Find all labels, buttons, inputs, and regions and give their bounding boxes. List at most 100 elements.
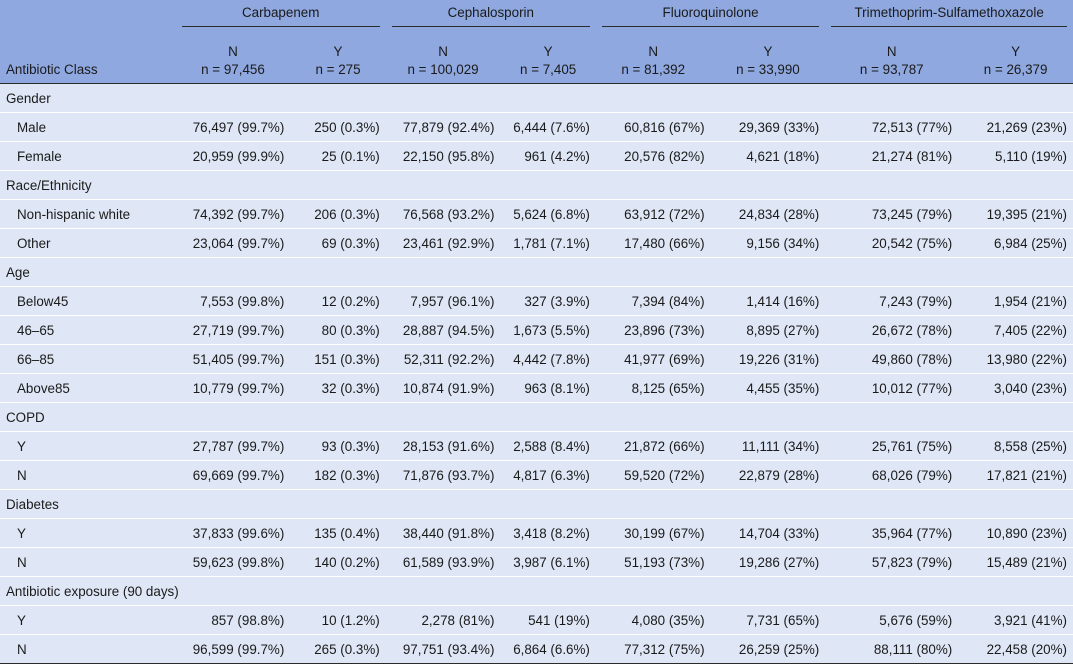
table-cell: 25 (0.1%) xyxy=(290,142,386,171)
table-cell: 7,553 (99.8%) xyxy=(175,287,291,316)
table-cell: 69,669 (99.7%) xyxy=(175,461,291,490)
table-cell: 77,312 (75%) xyxy=(595,635,711,664)
row-label: Female xyxy=(0,142,176,171)
table-cell: 3,987 (6.1%) xyxy=(500,548,596,577)
section-label: COPD xyxy=(0,403,1073,432)
section-label: Race/Ethnicity xyxy=(0,171,1073,200)
table-cell: 206 (0.3%) xyxy=(290,200,386,229)
table-cell: 76,497 (99.7%) xyxy=(175,113,291,142)
table-cell: 41,977 (69%) xyxy=(595,345,711,374)
table-cell: 38,440 (91.8%) xyxy=(385,519,501,548)
table-cell: 23,896 (73%) xyxy=(595,316,711,345)
row-label: Y xyxy=(0,519,176,548)
table-row: Female 20,959 (99.9%) 25 (0.1%) 22,150 (95.… xyxy=(0,142,1073,171)
row-label: N xyxy=(0,461,176,490)
table-cell: 2,588 (8.4%) xyxy=(500,432,596,461)
table-cell: 19,226 (31%) xyxy=(710,345,826,374)
table-cell: 59,520 (72%) xyxy=(595,461,711,490)
row-label: Y xyxy=(0,432,176,461)
table-cell: 4,455 (35%) xyxy=(710,374,826,403)
table-cell: 3,418 (8.2%) xyxy=(500,519,596,548)
table-cell: 76,568 (93.2%) xyxy=(385,200,501,229)
table-cell: 1,781 (7.1%) xyxy=(500,229,596,258)
table-cell: 4,080 (35%) xyxy=(595,606,711,635)
table-cell: 135 (0.4%) xyxy=(290,519,386,548)
header-group-carbapenem: Carbapenem xyxy=(175,0,386,32)
table-cell: 10 (1.2%) xyxy=(290,606,386,635)
table-cell: 19,395 (21%) xyxy=(958,200,1073,229)
table-cell: 17,480 (66%) xyxy=(595,229,711,258)
table-cell: 151 (0.3%) xyxy=(290,345,386,374)
table-cell: 26,259 (25%) xyxy=(710,635,826,664)
table-row: Y 857 (98.8%) 10 (1.2%) 2,278 (81%) 541 (19%… xyxy=(0,606,1073,635)
table-row: Y 27,787 (99.7%) 93 (0.3%) 28,153 (91.6%) 2,… xyxy=(0,432,1073,461)
table-cell: 28,887 (94.5%) xyxy=(385,316,501,345)
header-group-trimethoprim-sulfamethoxazole: Trimethoprim-Sulfamethoxazole xyxy=(825,0,1073,32)
table-cell: 14,704 (33%) xyxy=(710,519,826,548)
table-cell: 8,558 (25%) xyxy=(958,432,1073,461)
table-cell: 22,879 (28%) xyxy=(710,461,826,490)
table-cell: 57,823 (79%) xyxy=(825,548,959,577)
table-cell: 20,576 (82%) xyxy=(595,142,711,171)
table-cell: 6,444 (7.6%) xyxy=(500,113,596,142)
table-cell: 69 (0.3%) xyxy=(290,229,386,258)
table-cell: 27,719 (99.7%) xyxy=(175,316,291,345)
table-cell: 17,821 (21%) xyxy=(958,461,1073,490)
table-row: Above85 10,779 (99.7%) 32 (0.3%) 10,874 (91… xyxy=(0,374,1073,403)
header-group-fluoroquinolone: Fluoroquinolone xyxy=(595,0,826,32)
table-cell: 20,959 (99.9%) xyxy=(175,142,291,171)
section-row: Race/Ethnicity xyxy=(0,171,1073,200)
table-row: N 96,599 (99.7%) 265 (0.3%) 97,751 (93.4%) 6… xyxy=(0,635,1073,664)
row-label: N xyxy=(0,635,176,664)
table-cell: 963 (8.1%) xyxy=(500,374,596,403)
table-cell: 12 (0.2%) xyxy=(290,287,386,316)
row-label: N xyxy=(0,548,176,577)
table-row: Y 37,833 (99.6%) 135 (0.4%) 38,440 (91.8%) 3… xyxy=(0,519,1073,548)
table-cell: 7,731 (65%) xyxy=(710,606,826,635)
table-row: Non-hispanic white 74,392 (99.7%) 206 (0.3… xyxy=(0,200,1073,229)
table-cell: 4,442 (7.8%) xyxy=(500,345,596,374)
table-cell: 250 (0.3%) xyxy=(290,113,386,142)
table-cell: 7,394 (84%) xyxy=(595,287,711,316)
table-cell: 8,125 (65%) xyxy=(595,374,711,403)
table-cell: 49,860 (78%) xyxy=(825,345,959,374)
table-cell: 30,199 (67%) xyxy=(595,519,711,548)
table-cell: 27,787 (99.7%) xyxy=(175,432,291,461)
table-row: 46–65 27,719 (99.7%) 80 (0.3%) 28,887 (94.5… xyxy=(0,316,1073,345)
table-cell: 28,153 (91.6%) xyxy=(385,432,501,461)
table-cell: 7,957 (96.1%) xyxy=(385,287,501,316)
table-cell: 51,405 (99.7%) xyxy=(175,345,291,374)
table-cell: 182 (0.3%) xyxy=(290,461,386,490)
section-row: Antibiotic exposure (90 days) xyxy=(0,577,1073,606)
table-cell: 5,624 (6.8%) xyxy=(500,200,596,229)
table-cell: 72,513 (77%) xyxy=(825,113,959,142)
table-cell: 22,150 (95.8%) xyxy=(385,142,501,171)
table-cell: 71,876 (93.7%) xyxy=(385,461,501,490)
table-cell: 21,269 (23%) xyxy=(958,113,1073,142)
table-cell: 35,964 (77%) xyxy=(825,519,959,548)
table-cell: 265 (0.3%) xyxy=(290,635,386,664)
table-cell: 93 (0.3%) xyxy=(290,432,386,461)
table-cell: 23,064 (99.7%) xyxy=(175,229,291,258)
header-group-row: Carbapenem Cephalosporin Fluoroquinolone… xyxy=(0,0,1073,32)
table-cell: 961 (4.2%) xyxy=(500,142,596,171)
row-label: Non-hispanic white xyxy=(0,200,176,229)
table-cell: 11,111 (34%) xyxy=(710,432,826,461)
table-cell: 25,761 (75%) xyxy=(825,432,959,461)
table-body: Gender Male 76,497 (99.7%) 250 (0.3%) 77,879… xyxy=(0,84,1073,664)
table-cell: 77,879 (92.4%) xyxy=(385,113,501,142)
table-cell: 8,895 (27%) xyxy=(710,316,826,345)
table-cell: 74,392 (99.7%) xyxy=(175,200,291,229)
row-label: Male xyxy=(0,113,176,142)
table-row: Other 23,064 (99.7%) 69 (0.3%) 23,461 (92.9… xyxy=(0,229,1073,258)
table-cell: 88,111 (80%) xyxy=(825,635,959,664)
row-label: 46–65 xyxy=(0,316,176,345)
table-cell: 29,369 (33%) xyxy=(710,113,826,142)
table-cell: 80 (0.3%) xyxy=(290,316,386,345)
